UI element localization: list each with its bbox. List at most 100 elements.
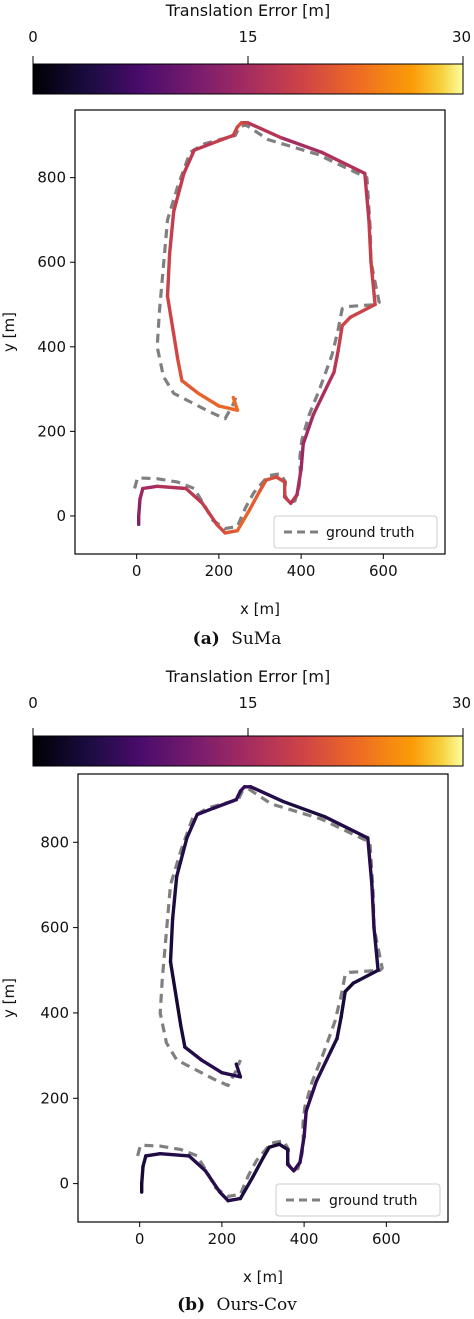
trajectory-segment — [298, 1134, 306, 1165]
trajectory-segment — [218, 1190, 230, 1203]
x-tick-label: 200 — [205, 562, 234, 580]
trajectory-segment — [182, 148, 196, 176]
trajectory-segment — [314, 1049, 333, 1083]
trajectory-segment — [141, 484, 159, 491]
legend-box — [275, 1183, 441, 1217]
trajectory-segment — [289, 493, 299, 505]
y-axis-label: y [m] — [0, 978, 18, 1018]
trajectory-segment — [184, 486, 205, 505]
colorbar-title: Translation Error [m] — [165, 667, 330, 686]
trajectory-segment — [171, 332, 180, 362]
x-tick-label: 200 — [208, 1230, 237, 1248]
trajectory-segment — [332, 349, 340, 374]
panel-caption: (b) Ours-Cov — [177, 1295, 297, 1315]
panel-caption: (a) SuMa — [193, 629, 282, 649]
ground-truth-path — [136, 787, 384, 1198]
trajectory-segment — [138, 486, 145, 501]
colorbar — [32, 63, 464, 95]
estimated-path — [139, 785, 380, 1203]
trajectory-segment — [335, 1015, 343, 1041]
trajectory-segment — [320, 150, 367, 176]
trajectory-segment — [215, 522, 227, 535]
trajectory-segment — [192, 142, 213, 152]
trajectory-segment — [180, 378, 201, 395]
trajectory-segment — [367, 218, 373, 264]
trajectory-segment — [165, 294, 176, 336]
trajectory-segment — [155, 484, 188, 491]
y-tick-label: 600 — [40, 919, 69, 937]
trajectory-segment — [238, 1175, 255, 1201]
trajectory-segment — [226, 1196, 243, 1203]
y-axis-label: y [m] — [0, 312, 18, 352]
trajectory-segment — [369, 260, 377, 307]
trajectory-segment — [195, 806, 216, 817]
trajectory-segment — [348, 302, 377, 319]
trajectory-segment — [234, 1062, 243, 1079]
colorbar — [32, 735, 464, 767]
ground-truth-line — [133, 123, 381, 531]
y-tick-label: 200 — [40, 1089, 69, 1107]
trajectory-segment — [267, 1142, 282, 1150]
y-tick-label: 800 — [40, 833, 69, 851]
axis-ticks: 0 200 400 600 0 200 400 600 800 — [37, 169, 397, 580]
trajectory-segment — [370, 883, 376, 930]
panel-caption-text: Ours-Cov — [217, 1295, 298, 1315]
trajectory-segment — [179, 1023, 187, 1049]
trajectory-segment — [247, 488, 262, 512]
x-tick-label: 0 — [132, 562, 142, 580]
panel-label: (a) — [193, 629, 220, 649]
legend-box — [273, 515, 438, 549]
legend: ground truth — [275, 1183, 441, 1217]
panel-label: (b) — [177, 1295, 205, 1315]
trajectory-segment — [366, 836, 374, 887]
trajectory-segment — [144, 1151, 162, 1158]
trajectory-segment — [231, 395, 240, 412]
x-tick-label: 400 — [287, 562, 316, 580]
trajectory-segment — [258, 478, 268, 493]
panel-caption-text: SuMa — [231, 629, 281, 649]
trajectory-segment — [278, 135, 324, 155]
colorbar-tick-label: 0 — [28, 694, 38, 712]
colorbar-tick-label: 0 — [28, 28, 38, 46]
trajectory-segment — [343, 981, 356, 994]
trajectory-segment — [329, 1036, 339, 1054]
trajectory-segment — [304, 1079, 319, 1113]
trajectory-segment — [245, 120, 283, 140]
legend-label: ground truth — [326, 525, 414, 541]
colorbar-tick-label: 15 — [238, 28, 257, 46]
trajectory-segment — [235, 507, 252, 533]
ground-truth-path — [133, 123, 381, 531]
trajectory-segment — [295, 467, 303, 497]
colorbar-tick-label: 30 — [452, 28, 471, 46]
trajectory-segment — [217, 404, 240, 412]
estimated-path — [136, 120, 377, 535]
trajectory-segment — [141, 1154, 148, 1169]
trajectory-segment — [248, 785, 286, 804]
x-tick-label: 600 — [372, 1230, 401, 1248]
trajectory-segment — [174, 836, 189, 879]
trajectory-segment — [292, 1160, 302, 1173]
plot-frame — [74, 109, 446, 555]
trajectory-segment — [301, 412, 316, 446]
trajectory-segment — [167, 209, 176, 256]
trajectory-segment — [323, 815, 370, 840]
trajectory-segment — [158, 1151, 191, 1158]
x-axis-label: x [m] — [240, 600, 280, 618]
trajectory-segment — [168, 960, 179, 1002]
y-tick-label: 0 — [56, 507, 66, 525]
y-tick-label: 400 — [37, 338, 66, 356]
trajectory-segment — [187, 1154, 208, 1173]
trajectory-segment — [363, 171, 371, 222]
trajectory-segment — [171, 171, 186, 214]
trajectory-segment — [183, 1045, 204, 1062]
trajectory-segment — [311, 383, 330, 417]
trajectory-segment — [199, 1058, 224, 1075]
y-tick-label: 400 — [40, 1004, 69, 1022]
trajectory-segment — [203, 1169, 222, 1194]
trajectory-segment — [174, 998, 183, 1028]
x-axis-label: x [m] — [243, 1268, 283, 1286]
trajectory-segment — [196, 391, 221, 408]
trajectory-segment — [170, 874, 179, 921]
x-tick-label: 400 — [290, 1230, 319, 1248]
trajectory-segment — [351, 968, 380, 985]
